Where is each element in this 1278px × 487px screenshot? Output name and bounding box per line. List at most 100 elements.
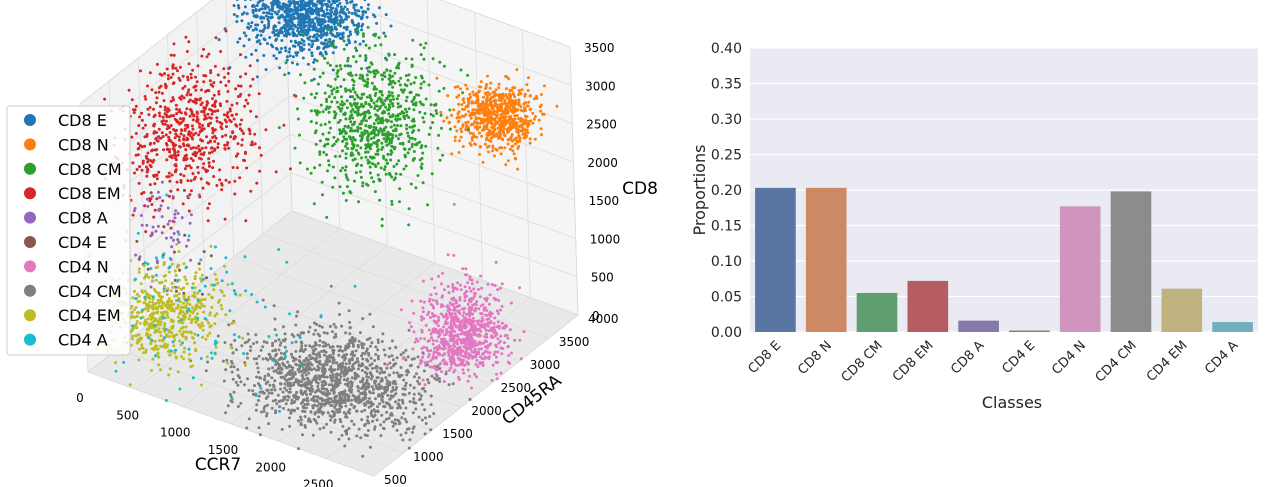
scatter-point <box>464 83 468 87</box>
scatter-point <box>477 90 481 94</box>
scatter-point <box>411 136 414 140</box>
scatter-point <box>194 131 198 135</box>
scatter-point <box>406 151 410 155</box>
scatter-point <box>420 418 424 422</box>
scatter-point <box>390 406 394 410</box>
scatter-point <box>375 21 379 25</box>
scatter-point <box>516 147 520 150</box>
scatter-point <box>375 376 379 380</box>
scatter-point <box>183 167 187 171</box>
scatter-point <box>140 192 144 196</box>
scatter-point <box>290 352 293 356</box>
scatter-point <box>468 131 472 135</box>
scatter-point <box>185 107 189 111</box>
scatter-point <box>254 15 258 19</box>
scatter-point <box>355 28 359 32</box>
scatter-point <box>232 137 236 141</box>
scatter-point <box>161 135 165 138</box>
scatter-point <box>339 85 343 88</box>
scatter-point <box>192 113 196 117</box>
scatter-point <box>468 92 472 96</box>
scatter-point <box>538 105 542 109</box>
scatter-point <box>141 126 145 130</box>
scatter-point <box>172 220 176 224</box>
scatter-point <box>187 62 191 66</box>
scatter-point <box>163 105 167 109</box>
scatter-point <box>188 114 192 118</box>
scatter-point <box>259 33 263 37</box>
scatter-point <box>306 62 310 66</box>
scatter-point <box>350 129 354 133</box>
scatter-point <box>256 23 260 27</box>
scatter-point <box>470 282 474 286</box>
scatter-point <box>421 181 425 185</box>
scatter-point <box>202 74 206 77</box>
scatter-point <box>480 286 484 290</box>
scatter-point <box>244 98 248 102</box>
scatter-point <box>372 408 376 412</box>
scatter-point <box>249 0 252 1</box>
scatter-point <box>247 26 251 30</box>
scatter-point <box>450 325 454 329</box>
scatter-point <box>368 445 372 449</box>
scatter-point <box>361 119 365 123</box>
scatter-point <box>344 173 348 177</box>
scatter-point <box>160 73 164 77</box>
scatter-point <box>240 129 244 133</box>
scatter-point <box>448 313 452 317</box>
scatter-point <box>339 67 343 71</box>
scatter-point <box>476 104 480 108</box>
scatter-point <box>443 340 446 344</box>
scatter-point <box>134 253 138 257</box>
scatter-point <box>473 101 477 105</box>
scatter-point <box>380 141 384 145</box>
scatter-point <box>286 23 290 26</box>
grid-line <box>569 46 579 316</box>
scatter-point <box>255 28 259 31</box>
scatter-point <box>497 86 501 90</box>
scatter-point <box>286 394 290 398</box>
scatter-point <box>411 103 415 106</box>
scatter-point <box>264 128 268 132</box>
scatter-point <box>172 238 175 242</box>
scatter-point <box>478 362 482 366</box>
scatter-point <box>442 325 446 329</box>
scatter-point <box>464 121 468 125</box>
scatter-point <box>135 239 139 243</box>
scatter-point <box>509 117 513 121</box>
scatter-point <box>179 132 183 136</box>
scatter-point <box>370 81 374 85</box>
scatter-point <box>318 377 322 381</box>
scatter-point <box>455 339 459 343</box>
scatter-point <box>385 143 389 147</box>
scatter-point <box>333 418 337 422</box>
scatter-point <box>327 159 330 163</box>
scatter-point <box>471 90 475 94</box>
scatter-point <box>297 20 301 24</box>
scatter-point <box>465 312 469 316</box>
scatter-point <box>345 185 349 189</box>
scatter-point <box>348 102 352 106</box>
scatter-point <box>342 135 346 139</box>
scatter-point <box>318 427 322 431</box>
scatter-point <box>412 81 416 85</box>
scatter-point <box>218 102 222 106</box>
scatter-point <box>348 117 352 121</box>
scatter-point <box>447 121 451 125</box>
scatter-point <box>434 345 438 349</box>
scatter-point <box>388 346 392 350</box>
scatter-point <box>205 55 209 59</box>
scatter-point <box>407 107 411 111</box>
scatter-point <box>187 40 191 44</box>
scatter-point <box>224 29 228 33</box>
scatter-point <box>471 316 475 320</box>
scatter-point <box>165 158 169 162</box>
scatter-point <box>364 422 367 426</box>
scatter-point <box>468 286 471 290</box>
scatter-point <box>356 360 360 364</box>
scatter-point <box>417 93 421 97</box>
scatter-point <box>359 113 362 117</box>
scatter-point <box>427 310 431 314</box>
scatter-point <box>478 145 482 148</box>
scatter-point <box>424 416 427 420</box>
